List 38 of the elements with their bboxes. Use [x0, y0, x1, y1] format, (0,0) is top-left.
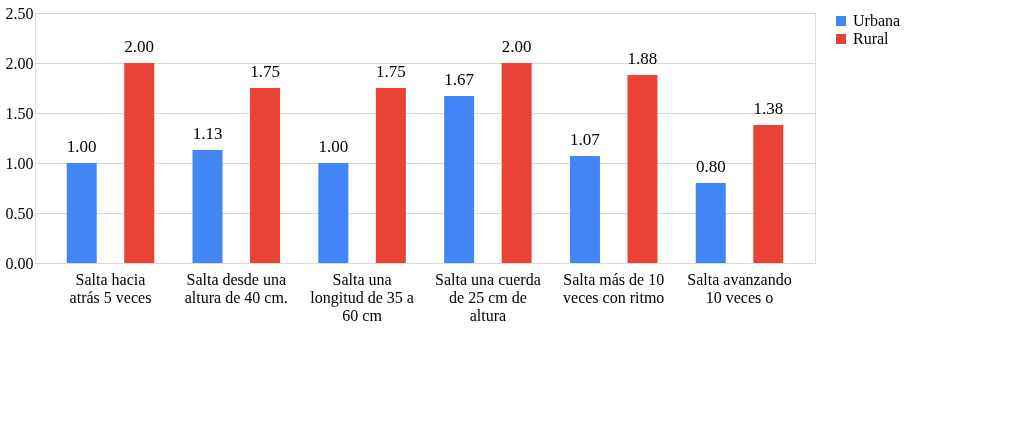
- y-tick-label: 0.00: [5, 254, 34, 272]
- x-tick-label: Salta avanzando 10 veces o: [687, 270, 792, 306]
- bar: [627, 75, 658, 263]
- legend-label: Rural: [853, 30, 890, 47]
- data-label: 1.38: [753, 99, 784, 118]
- y-tick-label: 2.50: [5, 4, 34, 22]
- data-label: 1.67: [444, 70, 475, 89]
- bar: [66, 163, 97, 263]
- x-tick-label: Salta hacia atrás 5 veces: [69, 270, 152, 306]
- x-tick-label: Salta más de 10 veces con ritmo: [563, 270, 665, 306]
- bar: [250, 88, 281, 263]
- data-label: 2.00: [501, 37, 532, 56]
- data-label: 1.00: [318, 137, 349, 156]
- bar: [318, 163, 349, 263]
- y-tick-label: 1.00: [5, 154, 34, 172]
- data-label: 1.88: [627, 49, 658, 68]
- y-tick-label: 2.00: [5, 54, 34, 72]
- data-label: 1.07: [570, 130, 601, 149]
- data-label: 1.13: [192, 124, 223, 143]
- y-tick-label: 0.50: [5, 204, 34, 222]
- bar: [501, 63, 532, 263]
- bar: [375, 88, 406, 263]
- data-label: 2.00: [124, 37, 155, 56]
- data-label: 1.75: [250, 62, 280, 81]
- bar: [753, 125, 784, 263]
- data-label: 1.00: [66, 137, 97, 156]
- x-tick-label: Salta una cuerda de 25 cm de altura: [435, 270, 541, 324]
- bar: [124, 63, 155, 263]
- y-tick-label: 1.50: [5, 104, 34, 122]
- bar: [569, 156, 600, 263]
- bar: [695, 183, 726, 263]
- bar: [444, 96, 475, 263]
- data-label: 1.75: [375, 62, 406, 81]
- x-tick-label: Salta desde una altura de 40 cm.: [184, 270, 288, 306]
- data-label: 0.80: [695, 157, 726, 176]
- legend-label: Urbana: [853, 12, 901, 29]
- bar: [192, 150, 223, 263]
- x-tick-label: Salta una longitud de 35 a 60 cm: [310, 270, 414, 324]
